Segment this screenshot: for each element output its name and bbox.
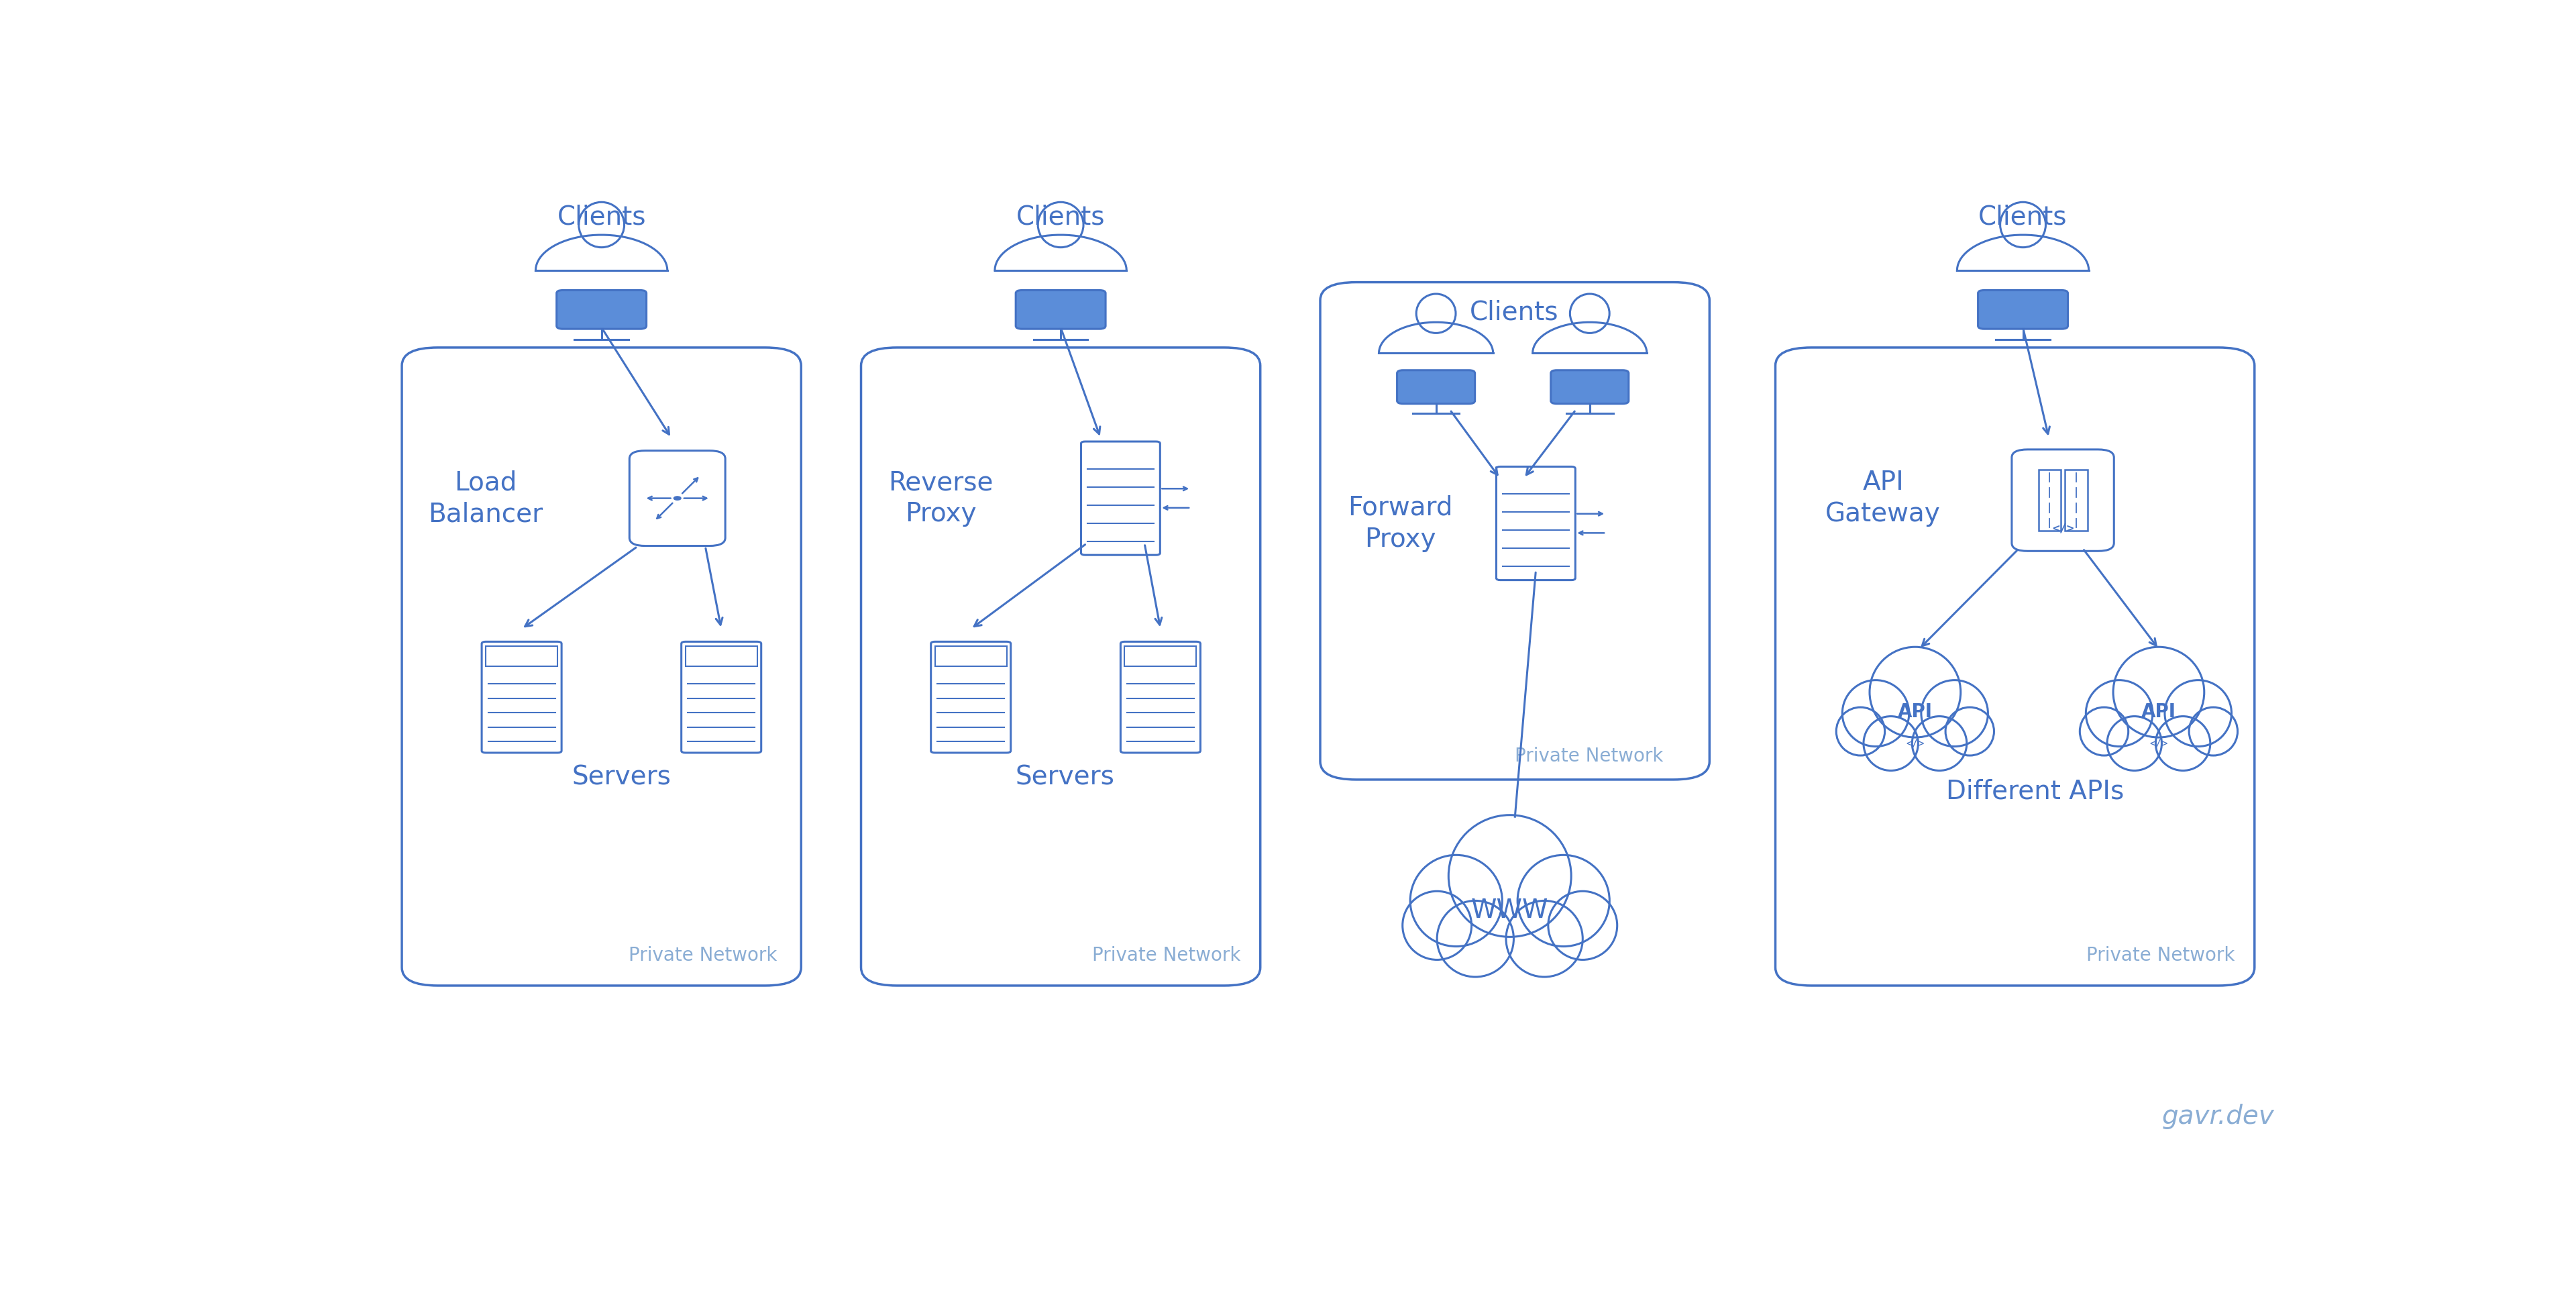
Ellipse shape xyxy=(2190,709,2236,754)
Ellipse shape xyxy=(1520,857,1607,945)
Text: Clients: Clients xyxy=(1468,300,1558,325)
FancyBboxPatch shape xyxy=(1551,371,1628,403)
Text: API: API xyxy=(1899,702,1932,722)
Ellipse shape xyxy=(1507,902,1582,975)
Text: gavr.dev: gavr.dev xyxy=(2161,1104,2275,1129)
FancyBboxPatch shape xyxy=(1396,371,1476,403)
Ellipse shape xyxy=(1914,718,1965,770)
Ellipse shape xyxy=(1437,902,1512,975)
Text: Clients: Clients xyxy=(556,204,647,230)
Ellipse shape xyxy=(2081,709,2128,754)
Ellipse shape xyxy=(2107,718,2161,770)
Text: Private Network: Private Network xyxy=(2087,946,2233,964)
Ellipse shape xyxy=(2087,681,2151,745)
Ellipse shape xyxy=(2156,718,2210,770)
Ellipse shape xyxy=(2115,649,2202,736)
FancyBboxPatch shape xyxy=(556,290,647,329)
Text: Clients: Clients xyxy=(1978,204,2069,230)
Ellipse shape xyxy=(1551,893,1615,958)
Text: </>: </> xyxy=(2053,523,2074,535)
Text: Private Network: Private Network xyxy=(1092,946,1242,964)
Text: Different APIs: Different APIs xyxy=(1945,779,2123,804)
Ellipse shape xyxy=(1450,817,1569,934)
Ellipse shape xyxy=(1865,718,1917,770)
FancyBboxPatch shape xyxy=(1978,290,2069,329)
Text: </>: </> xyxy=(1906,739,1924,749)
Ellipse shape xyxy=(1844,681,1909,745)
Text: WWW: WWW xyxy=(1471,898,1548,923)
Text: Servers: Servers xyxy=(572,765,672,791)
Text: Servers: Servers xyxy=(1015,765,1115,791)
Text: API
Gateway: API Gateway xyxy=(1826,470,1940,527)
Text: </>: </> xyxy=(2148,739,2169,749)
Text: Reverse
Proxy: Reverse Proxy xyxy=(889,470,994,527)
Ellipse shape xyxy=(1947,709,1994,754)
FancyBboxPatch shape xyxy=(1015,290,1105,329)
Text: Forward
Proxy: Forward Proxy xyxy=(1347,495,1453,552)
Ellipse shape xyxy=(1870,649,1958,736)
Text: Private Network: Private Network xyxy=(1515,746,1664,766)
Text: API: API xyxy=(2141,702,2177,722)
Ellipse shape xyxy=(1922,681,1986,745)
Ellipse shape xyxy=(1404,893,1471,958)
Ellipse shape xyxy=(1837,709,1883,754)
Circle shape xyxy=(675,496,680,500)
Text: Clients: Clients xyxy=(1015,204,1105,230)
Text: Load
Balancer: Load Balancer xyxy=(428,470,544,527)
Ellipse shape xyxy=(2166,681,2231,745)
Ellipse shape xyxy=(1412,857,1499,945)
Text: Private Network: Private Network xyxy=(629,946,778,964)
